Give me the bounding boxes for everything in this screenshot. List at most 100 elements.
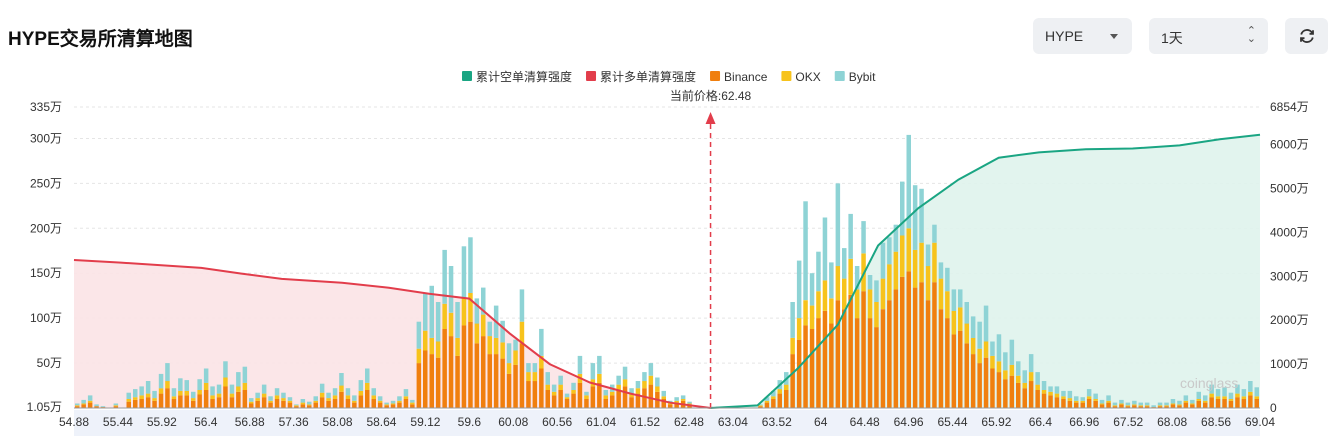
bar-okx bbox=[655, 386, 660, 392]
bar-binance bbox=[474, 343, 480, 408]
bar-bybit bbox=[1016, 361, 1021, 376]
bar-okx bbox=[1164, 405, 1169, 407]
bar-bybit bbox=[249, 398, 254, 402]
bar-bybit bbox=[996, 334, 1002, 362]
bar-binance bbox=[919, 282, 924, 408]
bar-binance bbox=[300, 404, 306, 408]
bar-bybit bbox=[1151, 405, 1156, 408]
bar-bybit bbox=[635, 381, 641, 389]
bar-okx bbox=[564, 397, 570, 399]
bar-binance bbox=[87, 402, 93, 408]
bar-binance bbox=[326, 400, 331, 408]
bar-okx bbox=[784, 384, 789, 390]
bar-binance bbox=[313, 402, 318, 408]
bar-bybit bbox=[532, 363, 538, 373]
bar-bybit bbox=[481, 287, 486, 315]
bar-okx bbox=[887, 264, 892, 301]
x-tick-label: 59.6 bbox=[458, 415, 482, 429]
bar-binance bbox=[622, 386, 628, 408]
x-tick-label: 55.44 bbox=[103, 415, 133, 429]
bar-binance bbox=[932, 282, 937, 408]
bar-binance bbox=[629, 397, 634, 408]
bar-okx bbox=[764, 400, 770, 403]
x-tick-label: 64 bbox=[814, 415, 828, 429]
x-tick-label: 57.36 bbox=[279, 415, 309, 429]
legend-swatch bbox=[834, 71, 845, 81]
bar-binance bbox=[970, 354, 976, 408]
bar-bybit bbox=[977, 321, 982, 349]
bar-okx bbox=[854, 289, 860, 319]
bar-bybit bbox=[1119, 399, 1124, 404]
bar-binance bbox=[887, 300, 892, 408]
bar-bybit bbox=[932, 224, 937, 243]
bar-binance bbox=[448, 336, 454, 408]
bar-binance bbox=[236, 391, 241, 408]
bar-bybit bbox=[158, 373, 164, 389]
bar-binance bbox=[210, 399, 215, 408]
bar-bybit bbox=[1196, 391, 1201, 399]
x-tick-label: 58.08 bbox=[323, 415, 353, 429]
bar-bybit bbox=[545, 372, 550, 385]
bar-okx bbox=[1203, 400, 1208, 403]
bar-binance bbox=[455, 355, 460, 408]
bar-bybit bbox=[442, 249, 447, 304]
bar-bybit bbox=[867, 275, 873, 290]
bar-okx bbox=[1061, 396, 1066, 399]
period-select[interactable]: 1天 ⌃ ⌄ bbox=[1149, 18, 1268, 54]
bar-bybit bbox=[1054, 386, 1060, 394]
bar-bybit bbox=[1009, 339, 1015, 365]
bar-binance bbox=[229, 397, 235, 408]
x-tick-label: 56.88 bbox=[235, 415, 265, 429]
bar-binance bbox=[1215, 399, 1221, 408]
bar-okx bbox=[384, 404, 389, 406]
bar-binance bbox=[854, 318, 860, 408]
bar-binance bbox=[1061, 399, 1066, 408]
bar-binance bbox=[216, 397, 222, 408]
bar-okx bbox=[932, 242, 937, 283]
bar-okx bbox=[551, 391, 557, 396]
bar-bybit bbox=[661, 390, 666, 397]
bar-bybit bbox=[423, 293, 428, 331]
bar-okx bbox=[893, 251, 899, 290]
bar-bybit bbox=[1061, 390, 1066, 397]
x-tick-label: 61.52 bbox=[630, 415, 660, 429]
bar-okx bbox=[1196, 399, 1201, 401]
bar-binance bbox=[1190, 404, 1195, 408]
bar-binance bbox=[977, 363, 982, 408]
bar-bybit bbox=[416, 321, 422, 349]
bar-okx bbox=[1125, 405, 1131, 407]
y-right-tick-label: 4000万 bbox=[1270, 225, 1309, 239]
bar-bybit bbox=[1125, 402, 1131, 406]
bar-okx bbox=[1177, 404, 1182, 406]
bar-bybit bbox=[216, 384, 222, 394]
bar-okx bbox=[75, 405, 80, 407]
bar-binance bbox=[1048, 395, 1053, 408]
bar-okx bbox=[429, 337, 434, 355]
bar-binance bbox=[255, 400, 260, 408]
coin-select[interactable]: HYPE bbox=[1033, 18, 1132, 54]
bar-bybit bbox=[571, 382, 576, 390]
bar-bybit bbox=[133, 389, 138, 398]
bar-bybit bbox=[603, 390, 608, 396]
bar-bybit bbox=[1248, 381, 1253, 392]
bar-okx bbox=[1022, 382, 1027, 389]
bar-okx bbox=[1106, 400, 1111, 403]
bar-okx bbox=[133, 397, 138, 400]
bar-okx bbox=[410, 402, 415, 405]
bar-okx bbox=[281, 398, 286, 401]
bar-bybit bbox=[332, 388, 338, 396]
bar-bybit bbox=[951, 289, 957, 311]
bar-binance bbox=[861, 291, 866, 408]
bar-bybit bbox=[519, 289, 525, 322]
bar-okx bbox=[1086, 396, 1092, 399]
bar-binance bbox=[145, 397, 151, 408]
refresh-button[interactable] bbox=[1285, 18, 1328, 54]
y-left-tick-label: 300万 bbox=[30, 131, 62, 145]
bar-bybit bbox=[261, 384, 267, 394]
bar-okx bbox=[816, 291, 821, 319]
bar-okx bbox=[1035, 384, 1040, 390]
bar-okx bbox=[622, 379, 628, 387]
bar-binance bbox=[1016, 382, 1021, 408]
bar-binance bbox=[481, 336, 486, 408]
bar-okx bbox=[165, 381, 170, 389]
